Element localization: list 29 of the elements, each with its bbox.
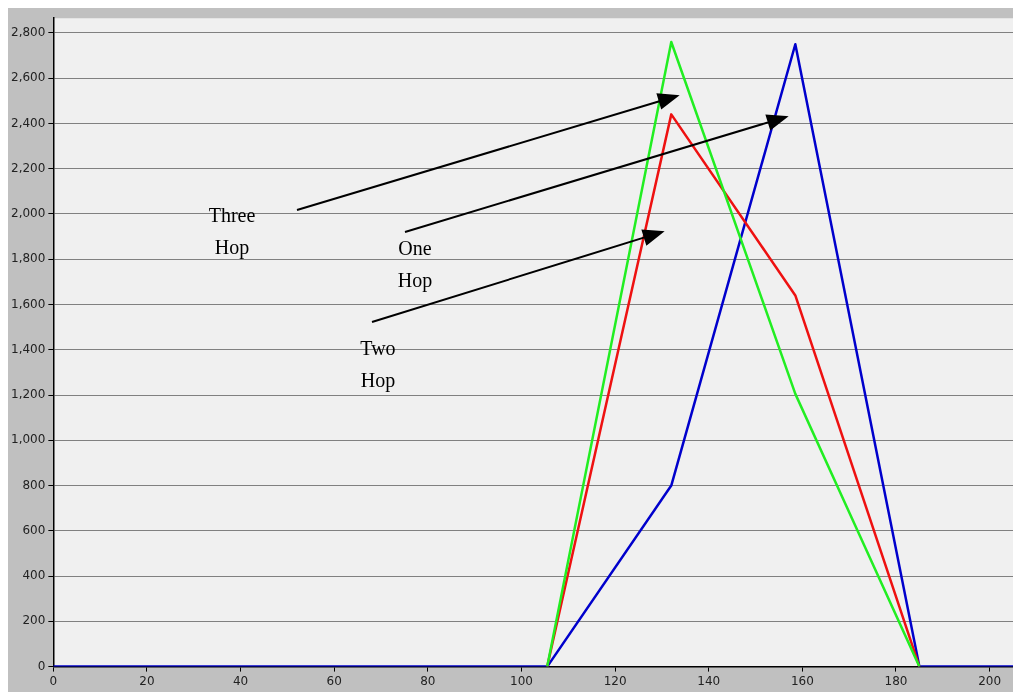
y-tick-label: 1,000 [10, 432, 46, 447]
x-tick-label: 80 [420, 673, 436, 688]
x-tick-label: 160 [790, 673, 814, 688]
y-tick-label: 2,200 [10, 160, 46, 175]
x-tick-label: 20 [139, 673, 155, 688]
y-tick-label: 1,600 [10, 296, 46, 311]
y-tick-label: 2,400 [10, 115, 46, 130]
x-tick-label: 200 [978, 673, 1002, 688]
y-tick-label: 400 [22, 568, 46, 583]
y-tick-label: 2,000 [10, 206, 46, 221]
annotation: Three Hop [208, 204, 256, 259]
annotation: One Hop [397, 237, 433, 292]
x-tick-label: 180 [884, 673, 908, 688]
x-tick-label: 0 [49, 673, 58, 688]
y-tick-label: 1,800 [10, 251, 46, 266]
annotation: Two Hop [360, 337, 396, 392]
y-tick-label: 0 [37, 658, 46, 673]
x-tick-label: 120 [603, 673, 627, 688]
y-tick-label: 200 [22, 613, 46, 628]
x-tick-label: 140 [697, 673, 721, 688]
y-tick-label: 800 [22, 477, 46, 492]
y-tick-label: 600 [22, 522, 46, 537]
x-tick-label: 60 [326, 673, 342, 688]
x-tick-label: 40 [232, 673, 249, 688]
y-tick-label: 2,800 [10, 25, 46, 40]
y-tick-label: 1,200 [10, 387, 46, 402]
y-tick-label: 1,400 [10, 341, 46, 356]
x-tick-label: 100 [510, 673, 533, 688]
y-tick-label: 2,600 [10, 70, 46, 85]
